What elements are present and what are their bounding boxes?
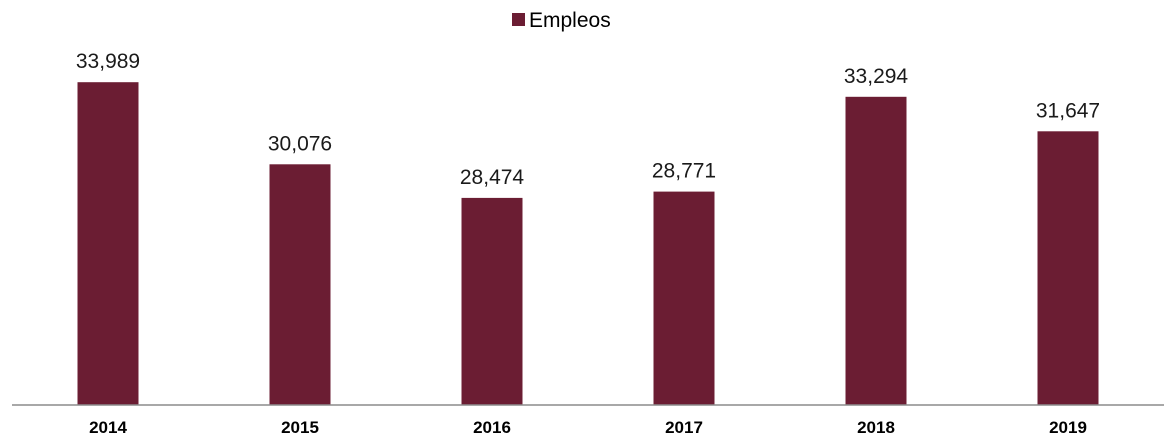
bar-2014 xyxy=(77,82,139,405)
bar-2018 xyxy=(845,96,907,406)
x-tick-label-2019: 2019 xyxy=(1049,418,1087,437)
x-tick-label-2018: 2018 xyxy=(857,418,895,437)
data-label-2017: 28,771 xyxy=(652,160,716,183)
x-tick-label-2014: 2014 xyxy=(89,418,127,437)
data-label-2018: 33,294 xyxy=(844,65,909,88)
legend-label-empleos: Empleos xyxy=(529,9,611,32)
x-tick-label-2015: 2015 xyxy=(281,418,319,437)
bars-group xyxy=(77,82,1099,406)
bar-2015 xyxy=(269,164,331,405)
data-label-2016: 28,474 xyxy=(460,166,525,189)
x-tick-label-2017: 2017 xyxy=(665,418,703,437)
bar-2016 xyxy=(461,197,523,405)
data-label-2019: 31,647 xyxy=(1036,99,1100,122)
legend-swatch-empleos xyxy=(512,13,525,26)
data-labels-group: 33,989 30,076 28,474 28,771 33,294 31,647 xyxy=(76,50,1100,189)
data-label-2014: 33,989 xyxy=(76,50,140,73)
x-tick-label-2016: 2016 xyxy=(473,418,511,437)
data-label-2015: 30,076 xyxy=(268,132,332,155)
bar-2017 xyxy=(653,191,715,405)
chart-legend: Empleos xyxy=(512,9,611,32)
x-axis-tick-labels: 2014 2015 2016 2017 2018 2019 xyxy=(89,418,1087,437)
bar-2019 xyxy=(1037,131,1099,406)
